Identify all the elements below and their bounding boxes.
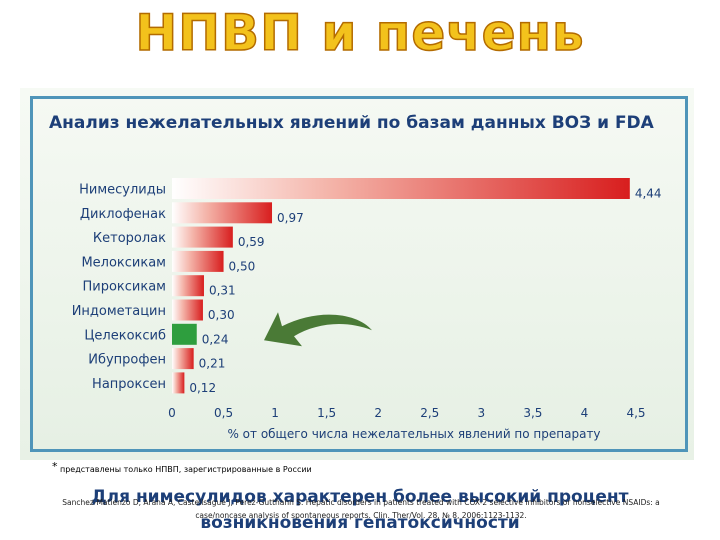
x-tick-label-9: 4,5 [626,406,645,420]
bar-5 [172,299,203,321]
conclusion-line-1: Для нимесулидов характерен более высокий… [91,487,629,507]
x-tick-label-1: 0,5 [214,406,233,420]
reference-line-2: case/noncase analysis of spontaneous rep… [195,511,527,520]
category-label-5: Индометацин [72,304,166,319]
bar-6 [172,323,197,345]
x-axis-title: % от общего числа нежелательных явлений … [227,427,600,441]
x-tick-label-6: 3 [478,406,486,420]
bar-8 [172,372,185,394]
category-label-7: Ибупрофен [88,353,166,368]
category-label-1: Диклофенак [80,207,166,222]
category-label-2: Кеторолак [93,231,166,246]
value-label-2: 0,59 [238,235,265,249]
chart-frame: Анализ нежелательных явлений по базам да… [30,96,688,452]
category-label-0: Нимесулиды [79,183,166,198]
x-tick-label-7: 3,5 [523,406,542,420]
value-label-5: 0,30 [208,308,235,322]
bar-7 [172,348,194,370]
conclusion: Для нимесулидов характерен более высокий… [0,484,720,536]
x-tick-label-2: 1 [271,406,279,420]
category-label-4: Пироксикам [82,280,166,295]
bar-0 [172,178,630,199]
category-label-8: Напроксен [92,377,166,392]
x-tick-label-3: 1,5 [317,406,336,420]
bar-chart: Нимесулиды 4,44 Диклофенак 0,97 Кеторолак 0,5… [72,178,662,441]
reference: Sanchez-Matienzo D, Arana A, Castellsagu… [26,496,696,522]
value-label-4: 0,31 [209,284,236,298]
x-tick-label-4: 2 [374,406,382,420]
bar-2 [172,226,233,248]
x-tick-label-5: 2,5 [420,406,439,420]
value-label-8: 0,12 [189,381,216,395]
x-tick-label-0: 0 [168,406,176,420]
value-label-1: 0,97 [277,211,304,225]
footnote-marker: * [52,460,58,473]
category-label-3: Мелоксикам [81,255,166,270]
bar-3 [172,250,224,272]
reference-line-1: Sanchez-Matienzo D, Arana A, Castellsagu… [62,498,660,507]
conclusion-line-2: возникновения гепатоксичности [200,513,520,533]
chart-panel: Анализ нежелательных явлений по базам да… [20,88,694,460]
value-label-3: 0,50 [229,259,256,273]
bar-1 [172,202,273,224]
x-tick-label-8: 4 [581,406,589,420]
value-label-6: 0,24 [202,332,229,346]
slide-title: НПВП и печень [135,3,585,63]
value-label-7: 0,21 [199,357,226,371]
chart-title: Анализ нежелательных явлений по базам да… [49,113,654,133]
annotation-arrow-icon [264,312,372,347]
category-label-6: Целекоксиб [84,328,166,343]
value-label-0: 4,44 [635,187,662,201]
bar-4 [172,275,204,297]
footnote: представлены только НПВП, зарегистрирова… [60,465,312,474]
